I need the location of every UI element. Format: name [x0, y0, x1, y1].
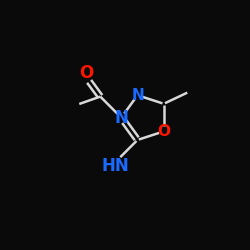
Text: O: O [80, 64, 94, 82]
Text: N: N [131, 88, 144, 103]
Text: HN: HN [102, 157, 129, 175]
Text: O: O [157, 124, 170, 139]
Text: N: N [114, 108, 128, 126]
